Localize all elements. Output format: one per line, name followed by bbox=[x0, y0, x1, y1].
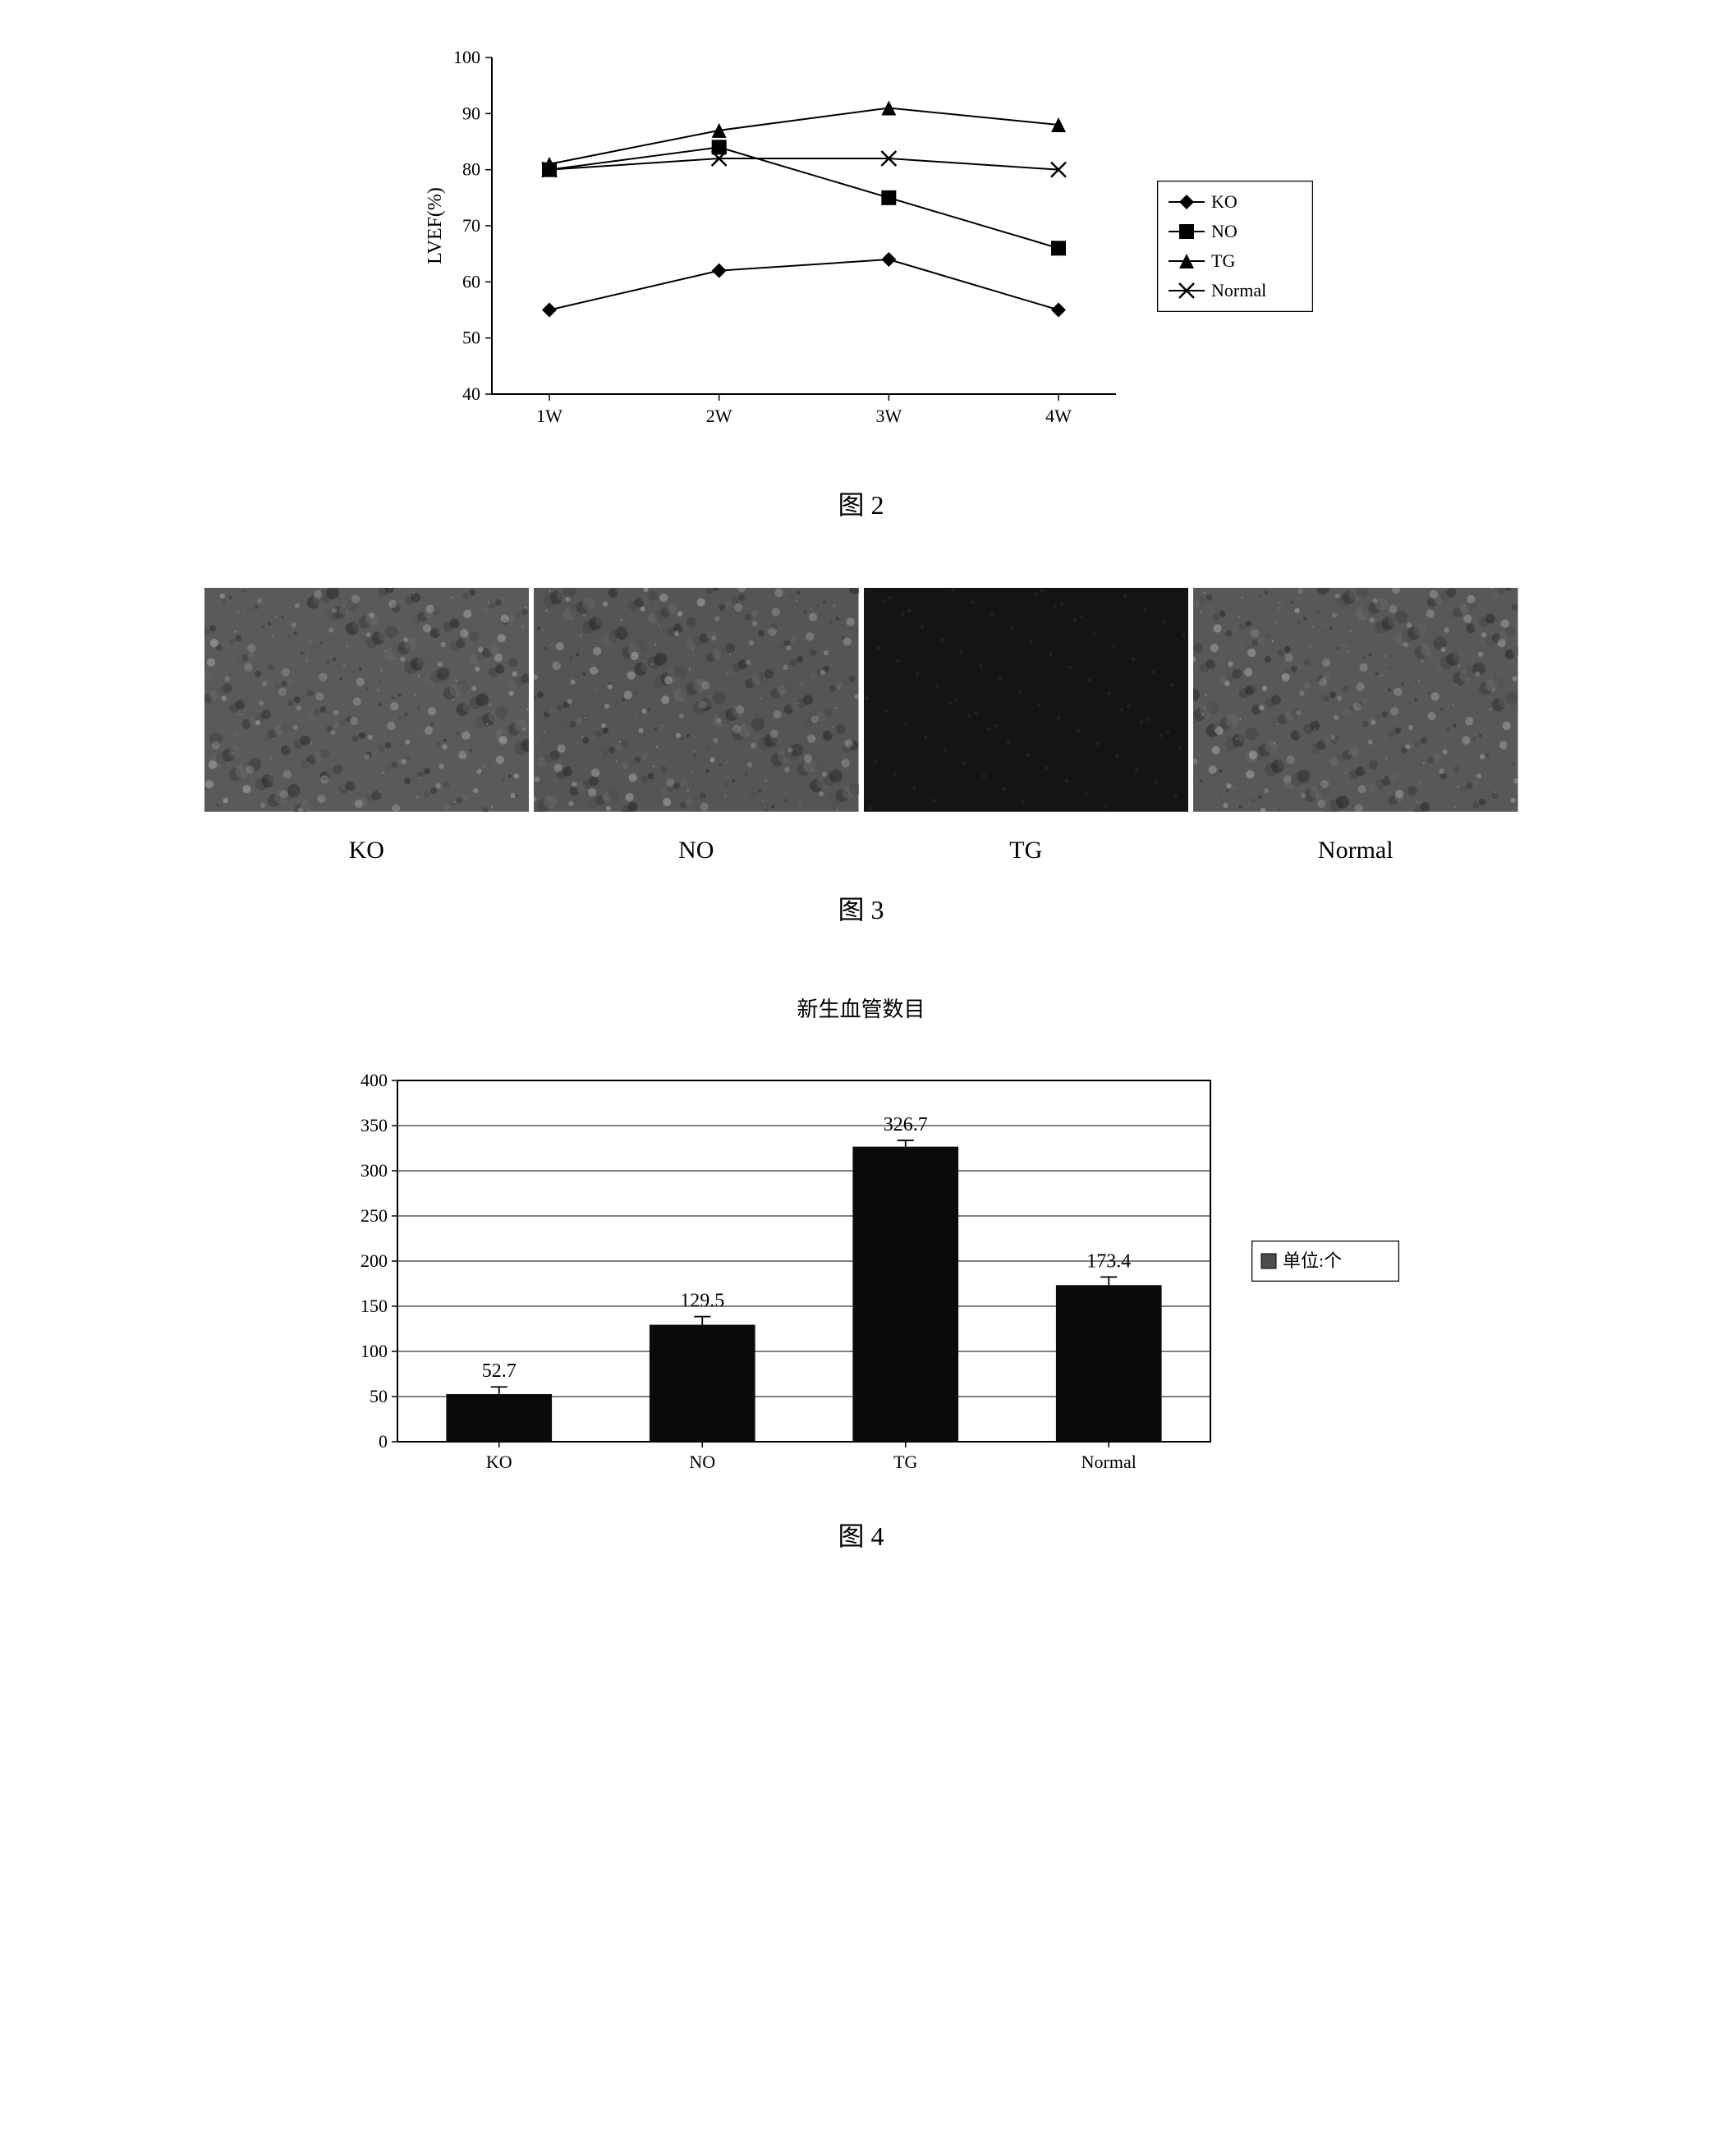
svg-text:NO: NO bbox=[689, 1452, 715, 1472]
image-panel: Normal bbox=[1193, 588, 1518, 865]
svg-text:1W: 1W bbox=[536, 406, 563, 426]
figure2-chart: 40 50 60 70 80 90 100 1W 2W 3W 4W LVEF(%) KO NO TG Nor… bbox=[204, 33, 1518, 460]
image-panel: TG bbox=[864, 588, 1189, 865]
svg-text:NO: NO bbox=[1211, 221, 1238, 241]
histology-image bbox=[534, 588, 859, 812]
svg-text:173.4: 173.4 bbox=[1086, 1250, 1131, 1272]
image-panel: KO bbox=[204, 588, 530, 865]
svg-text:52.7: 52.7 bbox=[481, 1360, 516, 1382]
svg-text:Normal: Normal bbox=[1081, 1452, 1136, 1472]
figure2-caption: 图 2 bbox=[204, 484, 1518, 522]
svg-text:KO: KO bbox=[1211, 191, 1238, 212]
svg-text:200: 200 bbox=[360, 1250, 388, 1271]
svg-text:50: 50 bbox=[462, 328, 480, 348]
svg-text:90: 90 bbox=[462, 103, 480, 123]
svg-text:单位:个: 单位:个 bbox=[1283, 1250, 1342, 1271]
svg-text:100: 100 bbox=[453, 47, 480, 67]
figure4-title: 新生血管数目 bbox=[204, 993, 1518, 1023]
svg-text:TG: TG bbox=[893, 1452, 917, 1472]
svg-text:TG: TG bbox=[1211, 250, 1235, 271]
svg-text:50: 50 bbox=[370, 1386, 388, 1406]
figure4-caption: 图 4 bbox=[204, 1516, 1518, 1553]
svg-text:80: 80 bbox=[462, 159, 480, 180]
histology-image bbox=[1193, 588, 1518, 812]
svg-text:4W: 4W bbox=[1045, 406, 1072, 426]
svg-text:KO: KO bbox=[485, 1452, 512, 1472]
svg-text:70: 70 bbox=[462, 215, 480, 236]
image-panel: NO bbox=[534, 588, 859, 865]
svg-text:2W: 2W bbox=[705, 406, 732, 426]
svg-text:129.5: 129.5 bbox=[680, 1290, 724, 1311]
line-chart: 40 50 60 70 80 90 100 1W 2W 3W 4W LVEF(%) bbox=[410, 33, 1132, 460]
image-panel-label: TG bbox=[1009, 837, 1042, 865]
svg-text:350: 350 bbox=[360, 1115, 388, 1135]
svg-text:3W: 3W bbox=[875, 406, 902, 426]
image-panel-label: Normal bbox=[1318, 837, 1394, 865]
svg-text:326.7: 326.7 bbox=[883, 1114, 927, 1135]
image-panel-label: NO bbox=[678, 837, 714, 865]
histology-image bbox=[204, 588, 530, 812]
svg-text:100: 100 bbox=[360, 1341, 388, 1361]
line-chart-legend: KO NO TG Normal bbox=[1157, 181, 1313, 312]
svg-text:40: 40 bbox=[462, 383, 480, 404]
histology-image bbox=[864, 588, 1189, 812]
bar-chart: 0 50 100 150 200 250 300 350 400 52.7 KO 129.5 NO 326… bbox=[324, 1031, 1227, 1491]
bar-chart-legend: 单位:个 bbox=[1251, 1241, 1399, 1282]
svg-text:400: 400 bbox=[360, 1070, 388, 1090]
figure4-chart: 0 50 100 150 200 250 300 350 400 52.7 KO 129.5 NO 326… bbox=[204, 1031, 1518, 1491]
svg-text:60: 60 bbox=[462, 271, 480, 291]
svg-text:300: 300 bbox=[360, 1160, 388, 1181]
image-panel-label: KO bbox=[349, 837, 384, 865]
svg-text:Normal: Normal bbox=[1211, 280, 1266, 300]
svg-text:150: 150 bbox=[360, 1296, 388, 1316]
figure3-image-strip: KO NO TG Normal bbox=[204, 588, 1518, 865]
svg-text:0: 0 bbox=[379, 1431, 388, 1452]
figure3-caption: 图 3 bbox=[204, 889, 1518, 927]
svg-text:LVEF(%): LVEF(%) bbox=[425, 187, 446, 264]
svg-text:250: 250 bbox=[360, 1205, 388, 1226]
